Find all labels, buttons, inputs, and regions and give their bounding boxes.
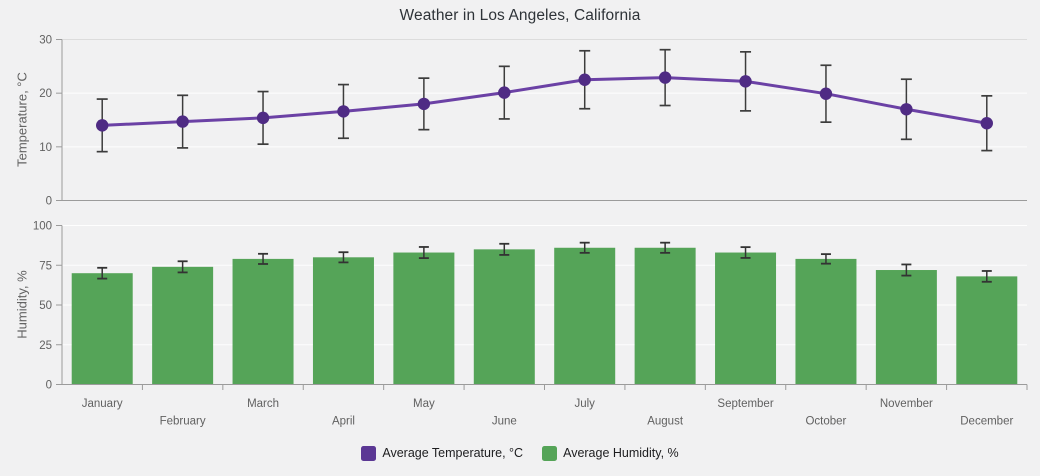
x-tick-label-month: February xyxy=(160,416,206,428)
temperature-point[interactable] xyxy=(256,111,270,125)
humidity-bar[interactable] xyxy=(232,258,294,385)
chart-title: Weather in Los Angeles, California xyxy=(399,7,641,24)
temperature-y-tick-label: 10 xyxy=(39,142,52,154)
legend-item-temperature[interactable]: Average Temperature, °C xyxy=(361,445,524,461)
humidity-bar[interactable] xyxy=(634,247,696,385)
humidity-bar[interactable] xyxy=(795,258,857,385)
legend-item-humidity[interactable]: Average Humidity, % xyxy=(542,445,679,461)
temperature-point[interactable] xyxy=(337,105,350,118)
temperature-y-tick-label: 30 xyxy=(39,35,52,47)
x-tick-label-month: June xyxy=(492,416,517,428)
humidity-bar[interactable] xyxy=(393,252,455,385)
legend: Average Temperature, °C Average Humidity… xyxy=(0,441,1040,465)
temperature-point[interactable] xyxy=(417,97,431,111)
humidity-y-tick-label: 25 xyxy=(39,340,52,352)
x-tick-label-month: April xyxy=(332,416,355,428)
legend-label-humidity: Average Humidity, % xyxy=(563,446,679,460)
x-tick-label-month: September xyxy=(717,398,773,410)
humidity-y-tick-label: 75 xyxy=(39,260,52,272)
temperature-point[interactable] xyxy=(739,75,752,88)
humidity-swatch-icon xyxy=(542,445,558,461)
temperature-swatch-icon xyxy=(361,445,377,461)
x-tick-label-month: November xyxy=(880,398,933,410)
humidity-bar[interactable] xyxy=(152,266,214,385)
humidity-y-tick-label: 50 xyxy=(39,300,52,312)
temperature-point[interactable] xyxy=(819,87,833,100)
x-tick-label-month: March xyxy=(247,398,279,410)
x-tick-label-month: January xyxy=(82,398,123,410)
x-tick-label-month: December xyxy=(960,416,1013,428)
temperature-point[interactable] xyxy=(980,117,993,130)
temperature-y-tick-label: 20 xyxy=(39,88,52,100)
temperature-y-tick-label: 0 xyxy=(46,196,52,208)
temperature-point[interactable] xyxy=(900,103,913,116)
temperature-point[interactable] xyxy=(96,119,109,132)
humidity-y-tick-label: 100 xyxy=(33,221,52,233)
humidity-bar[interactable] xyxy=(956,276,1018,385)
x-tick-label-month: August xyxy=(647,416,684,428)
temperature-line xyxy=(102,76,988,127)
temperature-point[interactable] xyxy=(176,115,189,128)
temperature-point[interactable] xyxy=(658,71,672,84)
temperature-point[interactable] xyxy=(578,73,591,86)
humidity-y-tick-label: 0 xyxy=(46,380,52,392)
temperature-point[interactable] xyxy=(498,86,511,99)
humidity-bar[interactable] xyxy=(715,252,777,385)
x-tick-label-month: July xyxy=(574,398,595,410)
humidity-bar[interactable] xyxy=(312,257,374,385)
x-tick-label-month: October xyxy=(805,416,846,428)
humidity-bar[interactable] xyxy=(473,249,535,385)
humidity-bar[interactable] xyxy=(875,270,937,385)
humidity-bar[interactable] xyxy=(71,273,133,385)
legend-label-temperature: Average Temperature, °C xyxy=(382,446,524,460)
x-tick-label-month: May xyxy=(413,398,435,410)
humidity-bar[interactable] xyxy=(554,247,616,385)
